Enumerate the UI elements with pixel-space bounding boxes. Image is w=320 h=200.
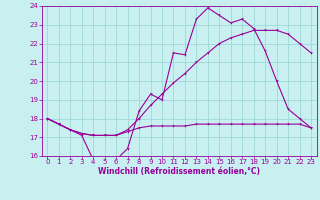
X-axis label: Windchill (Refroidissement éolien,°C): Windchill (Refroidissement éolien,°C) (98, 167, 260, 176)
